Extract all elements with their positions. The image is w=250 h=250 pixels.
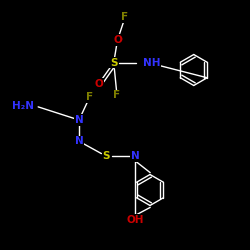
Text: F: F <box>86 92 93 102</box>
Text: S: S <box>110 58 118 68</box>
Text: N: N <box>74 136 84 146</box>
Text: OH: OH <box>126 215 144 225</box>
Text: O: O <box>113 35 122 45</box>
Text: S: S <box>102 151 110 161</box>
Text: N: N <box>130 151 140 161</box>
Text: O: O <box>94 79 103 89</box>
Text: NH: NH <box>143 58 161 68</box>
Text: F: F <box>122 12 128 22</box>
Text: N: N <box>74 115 84 125</box>
Text: F: F <box>114 90 120 101</box>
Text: N: N <box>130 151 140 161</box>
Text: S: S <box>110 58 118 68</box>
Text: H₂N: H₂N <box>12 101 34 111</box>
Text: S: S <box>102 151 110 161</box>
Text: F: F <box>86 92 93 102</box>
Text: NH: NH <box>143 58 161 68</box>
Text: O: O <box>94 79 103 89</box>
Text: N: N <box>74 115 84 125</box>
Text: O: O <box>113 35 122 45</box>
Text: OH: OH <box>126 215 144 225</box>
Text: F: F <box>122 12 128 22</box>
Text: H₂N: H₂N <box>12 101 34 111</box>
Text: N: N <box>74 136 84 146</box>
Text: F: F <box>114 90 120 101</box>
